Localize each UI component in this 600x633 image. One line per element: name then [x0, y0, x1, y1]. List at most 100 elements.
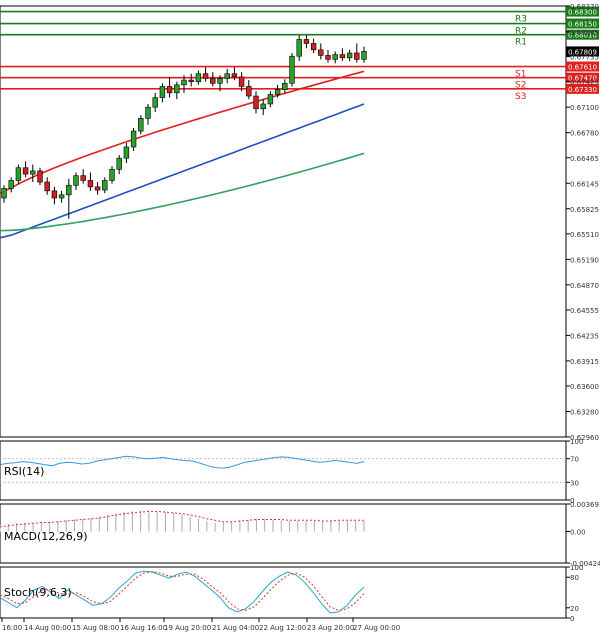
rsi-label: RSI(14)	[4, 465, 44, 478]
moving-average-line	[0, 70, 365, 194]
candle-body	[217, 78, 223, 84]
price-tick-label: 0.66780	[570, 130, 599, 138]
price-tick-label: 0.64870	[570, 282, 599, 290]
candle-body	[267, 94, 274, 105]
candle-body	[22, 167, 29, 175]
x-tick-label: 16 Aug 16:00	[120, 624, 167, 632]
candle-body	[325, 55, 331, 60]
candle-body	[44, 181, 50, 192]
candle-body	[145, 106, 151, 119]
candle-body	[102, 180, 108, 191]
pivot-level-tag	[566, 6, 599, 17]
price-tick-label: 0.65825	[570, 206, 599, 214]
candle-body	[138, 118, 144, 132]
pivot-level-tag	[566, 83, 599, 94]
price-tick-label: 0.67425	[570, 78, 599, 86]
price-tick-label: 0.66145	[570, 180, 599, 188]
rsi-tick-label: 70	[570, 456, 579, 464]
candle-body	[8, 180, 14, 189]
rsi-pane-frame	[0, 440, 567, 501]
pivot-level-name: S1	[515, 70, 526, 80]
candle-body	[37, 170, 43, 183]
candle-body	[210, 78, 216, 84]
macd-pane-frame	[0, 503, 567, 564]
stoch-tick-label: 80	[570, 574, 579, 582]
macd-tick-label: 0.003691	[570, 501, 600, 509]
price-tick-label: 0.65510	[570, 231, 599, 239]
candle-body	[66, 184, 72, 196]
price-tick-label: 0.63280	[570, 409, 599, 417]
candle-body	[123, 146, 130, 159]
candle-body	[94, 186, 101, 191]
x-tick-label: 15 Aug 08:00	[72, 624, 119, 632]
rsi-line	[0, 455, 365, 469]
rsi-tick-label: 0	[570, 497, 574, 505]
stoch-d-line	[0, 571, 365, 611]
x-tick-label: 16:00	[2, 624, 22, 632]
pivot-level-name: R2	[515, 27, 527, 37]
axis-layer: 0.68370 0.68045 0.67735 0.67425 0.67100 0.667…	[1, 3, 600, 632]
price-tick-label: 0.67100	[570, 104, 599, 112]
pivot-level-tag	[566, 29, 599, 40]
candle-body	[58, 194, 65, 199]
candle-body	[260, 103, 266, 110]
macd-tick-label: -0.004246	[570, 560, 600, 568]
candle-body	[296, 39, 302, 57]
candle-body	[188, 79, 194, 82]
candle-body	[361, 51, 367, 60]
current-price-value: 0.67809	[568, 48, 597, 56]
current-price-tag	[566, 46, 599, 57]
candle-body	[332, 54, 338, 60]
macd-label: MACD(12,26,9)	[4, 530, 88, 543]
candle-body	[231, 73, 238, 78]
candle-body	[289, 55, 295, 84]
candle-body	[166, 86, 173, 94]
candle-body	[354, 52, 360, 60]
pivot-level-tag	[566, 61, 599, 72]
candle-body	[87, 180, 94, 188]
pivot-level-tag	[566, 18, 599, 29]
candle-body	[303, 39, 310, 44]
macd-signal-line	[0, 510, 364, 528]
candle-body	[152, 97, 158, 108]
candle-body	[282, 82, 288, 90]
moving-average-line	[0, 103, 365, 239]
candle-body	[195, 73, 202, 82]
price-tick-label: 0.68045	[570, 29, 599, 37]
stoch-k-line	[0, 570, 365, 614]
pivot-level-value: 0.67330	[568, 86, 597, 94]
candle-body	[238, 76, 245, 87]
pivot-level-value: 0.68300	[568, 9, 597, 17]
pivot-level-tag	[566, 72, 599, 83]
pivot-level-name: R3	[515, 15, 527, 25]
candle-body	[246, 86, 252, 97]
price-tick-label: 0.67735	[570, 54, 599, 62]
candle-body	[224, 73, 230, 79]
x-tick-label: 19 Aug 20:00	[164, 624, 211, 632]
candle-body	[116, 157, 122, 170]
pivot-level-value: 0.67470	[568, 75, 597, 83]
x-tick-label: 21 Aug 04:00	[212, 624, 259, 632]
candle-body	[73, 175, 79, 186]
candle-body	[202, 73, 209, 79]
price-tick-label: 0.65190	[570, 256, 599, 264]
rsi-tick-label: 30	[570, 479, 579, 487]
candle-body	[274, 89, 281, 95]
moving-average-layer	[0, 70, 365, 239]
macd-tick-label: 0.00	[570, 528, 586, 536]
candle-body	[346, 52, 353, 59]
stoch-tick-label: 20	[570, 605, 579, 613]
x-tick-label: 22 Aug 12:00	[259, 624, 306, 632]
x-tick-label: 23 Aug 20:00	[307, 624, 354, 632]
price-tick-label: 0.63600	[570, 383, 599, 391]
candle-body	[1, 188, 7, 199]
stoch-pane-frame	[0, 566, 567, 619]
price-tick-label: 0.66465	[570, 155, 599, 163]
stoch-tick-label: 0	[570, 615, 574, 623]
candle-body	[310, 43, 317, 51]
grid-layer	[0, 5, 567, 619]
candle-body	[51, 190, 58, 199]
candle-body	[253, 95, 259, 110]
pivot-level-value: 0.68010	[568, 32, 597, 40]
